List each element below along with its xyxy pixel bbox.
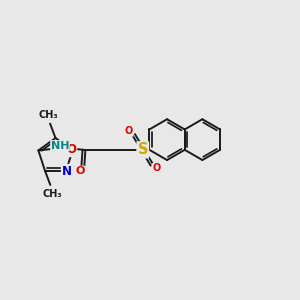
Text: O: O xyxy=(152,164,161,173)
Text: NH: NH xyxy=(51,141,69,151)
Text: CH₃: CH₃ xyxy=(42,189,62,199)
Text: O: O xyxy=(66,143,76,156)
Text: S: S xyxy=(137,142,148,157)
Text: N: N xyxy=(62,165,72,178)
Text: CH₃: CH₃ xyxy=(39,110,58,120)
Text: O: O xyxy=(125,126,133,136)
Text: O: O xyxy=(75,167,85,176)
